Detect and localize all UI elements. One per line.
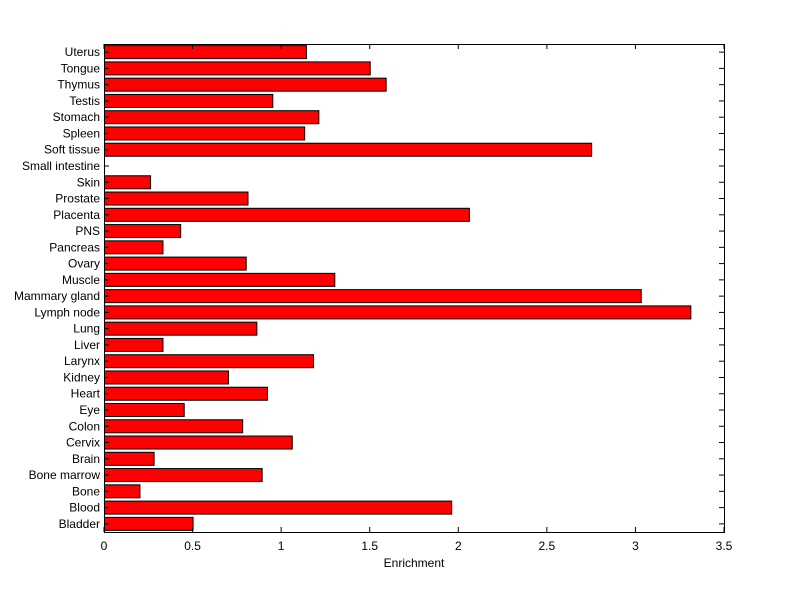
- category-label: Spleen: [63, 126, 100, 140]
- category-label: Mammary gland: [14, 289, 100, 303]
- category-label: Uterus: [65, 45, 100, 59]
- bar-kidney: [104, 370, 229, 385]
- category-label: Pancreas: [49, 240, 100, 254]
- category-label: Muscle: [62, 273, 100, 287]
- category-label: Cervix: [66, 436, 100, 450]
- bar-liver: [104, 337, 164, 352]
- bar-lung: [104, 321, 258, 336]
- x-tick-label: 1: [278, 539, 285, 553]
- category-label: Bone: [72, 484, 100, 498]
- category-label: Colon: [69, 419, 100, 433]
- x-tick-labels: 0 0.5 1 1.5 2 2.5 3 3.5: [101, 539, 733, 553]
- bar-soft-tissue: [104, 142, 593, 157]
- x-tick-label: 2.5: [539, 539, 556, 553]
- bar-bladder: [104, 516, 194, 531]
- category-label: Testis: [69, 94, 100, 108]
- bar-stomach: [104, 110, 320, 125]
- bar-heart: [104, 386, 268, 401]
- category-label: Brain: [72, 452, 100, 466]
- bar-muscle: [104, 272, 336, 287]
- axes-frame: [104, 44, 725, 533]
- bar-blood: [104, 500, 453, 515]
- x-tick-label: 3: [632, 539, 639, 553]
- bar-pancreas: [104, 240, 164, 255]
- bar-larynx: [104, 354, 315, 369]
- bar-eye: [104, 402, 185, 418]
- category-label: Larynx: [64, 354, 100, 368]
- bar-prostate: [104, 191, 249, 206]
- category-label: Thymus: [57, 78, 100, 92]
- category-label: Bladder: [59, 517, 100, 531]
- bar-uterus: [104, 45, 307, 60]
- category-label: Heart: [71, 387, 101, 401]
- category-label: Placenta: [53, 208, 100, 222]
- bar-brain: [104, 451, 155, 466]
- category-label: PNS: [75, 224, 100, 238]
- bar-ovary: [104, 256, 247, 271]
- bar-mammary-gland: [104, 289, 642, 304]
- x-tick-label: 1.5: [361, 539, 378, 553]
- bars-layer: [104, 45, 692, 531]
- bar-tongue: [104, 61, 371, 76]
- category-label: Bone marrow: [29, 468, 101, 482]
- ticks-layer: [103, 44, 725, 532]
- category-label: Small intestine: [22, 159, 100, 173]
- x-tick-label: 2: [455, 539, 462, 553]
- x-tick-label: 0: [101, 539, 108, 553]
- bar-thymus: [104, 77, 387, 92]
- bar-spleen: [104, 126, 306, 141]
- bar-testis: [104, 93, 274, 108]
- category-label: Blood: [69, 501, 100, 515]
- category-label: Stomach: [53, 110, 100, 124]
- category-label: Tongue: [61, 61, 101, 75]
- bar-bone-marrow: [104, 468, 263, 483]
- category-label: Ovary: [68, 257, 100, 271]
- category-label: Soft tissue: [44, 143, 100, 157]
- category-label: Prostate: [55, 192, 100, 206]
- bar-bone: [104, 484, 141, 499]
- bar-pns: [104, 224, 182, 239]
- x-tick-label: 3.5: [716, 539, 733, 553]
- category-label: Eye: [79, 403, 100, 417]
- category-label: Lymph node: [34, 305, 100, 319]
- bar-cervix: [104, 435, 293, 450]
- category-label: Liver: [74, 338, 100, 352]
- category-labels: Bladder Blood Bone Bone marrow Brain Cervix Co…: [14, 45, 101, 531]
- x-axis-label: Enrichment: [384, 556, 445, 570]
- category-label: Lung: [73, 322, 100, 336]
- bar-colon: [104, 419, 244, 434]
- category-label: Skin: [77, 175, 100, 189]
- bar-lymph-node: [104, 305, 692, 320]
- bar-placenta: [104, 207, 470, 222]
- category-label: Kidney: [63, 370, 100, 384]
- bar-skin: [104, 175, 152, 190]
- x-tick-label: 0.5: [184, 539, 201, 553]
